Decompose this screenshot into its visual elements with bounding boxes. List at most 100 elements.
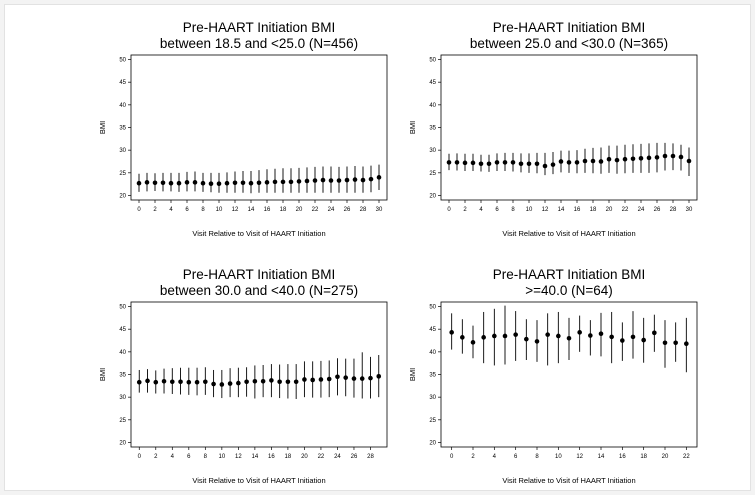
y-tick-label: 30 (429, 148, 436, 154)
mean-point (454, 160, 460, 165)
mean-point (168, 180, 174, 186)
mean-point (264, 180, 270, 185)
mean-point (169, 379, 175, 385)
y-tick-label: 30 (119, 148, 126, 154)
mean-point (684, 341, 689, 346)
mean-point (446, 160, 452, 165)
mean-point (368, 176, 374, 182)
chart-panel-4: Pre-HAART Initiation BMI >=40.0 (N=64) 20 2… (401, 252, 713, 497)
mean-point (232, 180, 238, 186)
mean-point (310, 377, 315, 383)
mean-point (227, 381, 233, 386)
x-tick-label: 18 (640, 454, 647, 460)
x-tick-label: 12 (235, 454, 242, 460)
mean-point (178, 379, 183, 385)
chart-title-line2: between 30.0 and <40.0 (N=275) (160, 283, 358, 298)
mean-point (219, 382, 225, 387)
mean-point (566, 335, 572, 341)
x-tick-label: 18 (590, 207, 597, 213)
x-tick-label: 6 (514, 454, 518, 460)
mean-point (494, 160, 500, 165)
mean-point (360, 177, 366, 183)
mean-point (136, 180, 142, 186)
x-tick-label: 22 (312, 207, 319, 213)
mean-point (630, 156, 636, 162)
y-tick-label: 50 (429, 305, 436, 311)
mean-point (588, 333, 593, 338)
mean-point (542, 163, 548, 169)
y-tick-label: 45 (119, 80, 126, 86)
y-axis-label: BMI (408, 121, 417, 134)
mean-point (518, 161, 524, 167)
x-tick-label: 16 (268, 454, 275, 460)
x-tick-label: 8 (201, 207, 205, 213)
y-tick-label: 45 (429, 327, 436, 333)
mean-point (211, 381, 216, 387)
mean-point (272, 179, 278, 185)
x-tick-label: 22 (683, 454, 690, 460)
chart-title-line1: Pre-HAART Initiation BMI (493, 20, 646, 35)
mean-point (582, 158, 588, 164)
mean-point (260, 378, 266, 384)
x-tick-label: 26 (351, 454, 358, 460)
mean-point (641, 337, 646, 343)
y-tick-label: 40 (119, 103, 126, 109)
mean-point (534, 161, 540, 167)
mean-point (686, 158, 692, 164)
mean-point (326, 376, 332, 382)
x-tick-label: 10 (526, 207, 533, 213)
mean-point (368, 375, 373, 381)
mean-point (252, 378, 258, 384)
mean-point (574, 160, 580, 165)
mean-point (470, 340, 476, 345)
mean-point (462, 160, 468, 166)
x-tick-label: 6 (187, 454, 191, 460)
mean-point (630, 334, 636, 340)
chart-title-line2: >=40.0 (N=64) (525, 283, 612, 298)
mean-point (502, 160, 508, 165)
mean-point (492, 333, 497, 339)
mean-point (293, 379, 299, 385)
x-tick-label: 18 (285, 454, 292, 460)
mean-point (184, 180, 190, 185)
mean-point (662, 153, 668, 159)
x-tick-label: 20 (301, 454, 308, 460)
x-tick-label: 20 (296, 207, 303, 213)
y-tick-label: 45 (429, 80, 436, 86)
mean-point (524, 336, 529, 342)
mean-point (312, 178, 318, 183)
mean-point (344, 177, 350, 183)
x-tick-label: 10 (555, 454, 562, 460)
y-tick-label: 25 (429, 171, 436, 177)
mean-point (359, 376, 365, 381)
mean-point (673, 340, 678, 346)
mean-point (144, 180, 150, 185)
x-axis-label: Visit Relative to Visit of HAART Initiat… (192, 229, 325, 238)
y-tick-label: 50 (429, 58, 436, 64)
x-tick-label: 6 (185, 207, 189, 213)
mean-point (654, 155, 660, 160)
mean-point (186, 379, 192, 385)
mean-point (460, 335, 465, 340)
mean-point (203, 379, 208, 385)
mean-point (449, 330, 454, 335)
chart-panel-1: Pre-HAART Initiation BMI between 18.5 and… (91, 5, 403, 250)
mean-point (224, 180, 230, 186)
x-tick-label: 26 (344, 207, 351, 213)
mean-point (486, 161, 492, 167)
mean-point (590, 158, 596, 164)
mean-point (614, 157, 620, 163)
y-tick-label: 25 (119, 171, 126, 177)
mean-point (216, 181, 222, 186)
mean-point (638, 156, 644, 161)
mean-point (513, 332, 518, 337)
mean-point (670, 153, 676, 159)
chart-title-line1: Pre-HAART Initiation BMI (493, 267, 646, 282)
x-tick-label: 14 (558, 207, 565, 213)
y-tick-label: 30 (119, 395, 126, 401)
mean-point (153, 379, 159, 385)
mean-point (470, 160, 476, 166)
chart-title-line1: Pre-HAART Initiation BMI (183, 267, 336, 282)
y-tick-label: 35 (429, 126, 436, 132)
